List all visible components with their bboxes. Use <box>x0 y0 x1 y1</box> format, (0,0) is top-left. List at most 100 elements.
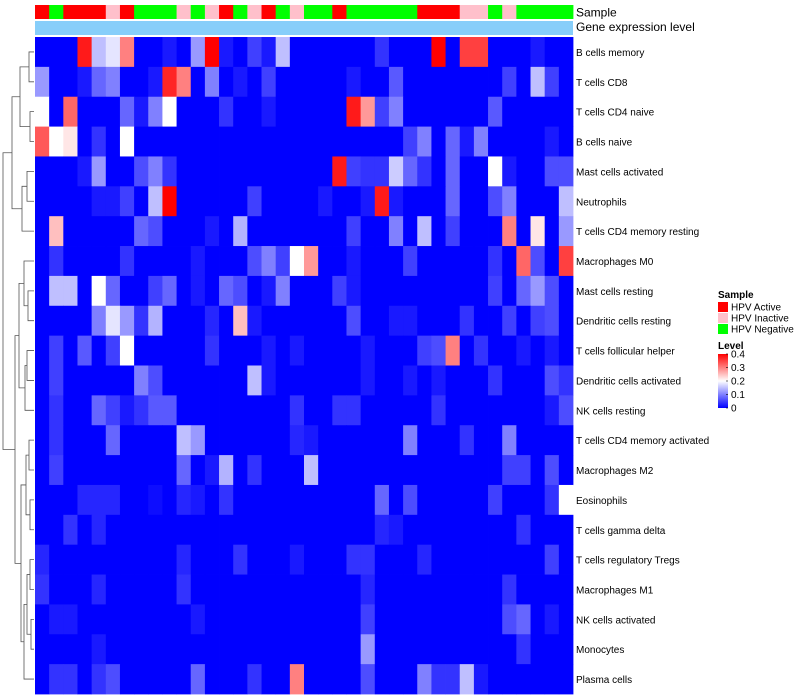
heatmap-cell <box>304 96 319 127</box>
heatmap-cell <box>473 96 489 127</box>
heatmap-cell <box>105 246 121 277</box>
heatmap-cell <box>374 305 390 337</box>
heatmap-cell <box>204 574 220 605</box>
heatmap-cell <box>63 634 78 665</box>
sample-annotation-cell <box>530 5 546 19</box>
heatmap-cell <box>49 186 64 217</box>
heatmap-cell <box>558 246 574 277</box>
heatmap-cell <box>35 186 50 217</box>
sample-track-label: Sample <box>576 6 617 20</box>
heatmap-cell <box>530 216 546 247</box>
heatmap-cell <box>403 664 418 695</box>
heatmap-cell <box>190 37 206 68</box>
heatmap-cell <box>346 634 362 665</box>
heatmap-cell <box>134 305 149 337</box>
heatmap-cell <box>346 37 362 68</box>
heatmap-cell <box>459 126 475 157</box>
heatmap-cell <box>289 514 305 546</box>
heatmap-cell <box>49 365 64 396</box>
heatmap-cell <box>35 455 50 486</box>
heatmap-cell <box>431 604 446 635</box>
heatmap-cell <box>204 126 220 157</box>
heatmap-cell <box>275 664 291 695</box>
heatmap-cell <box>502 305 517 337</box>
heatmap-cell <box>105 335 121 366</box>
heatmap-cell <box>403 425 418 456</box>
heatmap-cell <box>558 574 574 605</box>
row-label: T cells regulatory Tregs <box>576 556 680 567</box>
heatmap-cell <box>403 365 418 396</box>
heatmap-cell <box>77 395 93 426</box>
heatmap-cell <box>445 335 461 366</box>
heatmap-cell <box>516 305 531 337</box>
heatmap-cell <box>360 365 376 396</box>
heatmap-cell <box>289 275 305 307</box>
sample-annotation-cell <box>176 5 192 19</box>
heatmap-cell <box>473 66 489 98</box>
heatmap-cell <box>473 604 489 635</box>
sample-annotation-cell <box>544 5 560 19</box>
legend-tick-label: 0.3 <box>731 363 745 374</box>
heatmap-cell <box>544 365 560 396</box>
sample-annotation-cell <box>332 5 347 19</box>
heatmap-cell <box>530 365 546 396</box>
heatmap-cell <box>445 484 461 516</box>
heatmap-cell <box>403 604 418 635</box>
row-label: B cells memory <box>576 48 644 59</box>
heatmap-cell <box>190 664 206 695</box>
heatmap-cell <box>119 37 135 68</box>
heatmap-cell <box>275 246 291 277</box>
heatmap-cell <box>77 574 93 605</box>
heatmap-cell <box>530 126 546 157</box>
heatmap-cell <box>49 634 64 665</box>
heatmap-cell <box>91 156 107 187</box>
heatmap-cell <box>261 544 277 575</box>
heatmap-cell <box>35 395 50 426</box>
heatmap-cell <box>190 425 206 456</box>
heatmap-cell <box>516 365 531 396</box>
heatmap-cell <box>431 455 446 486</box>
heatmap-cell <box>134 246 149 277</box>
heatmap-cell <box>77 126 93 157</box>
heatmap-cell <box>134 634 149 665</box>
heatmap-cell <box>488 216 503 247</box>
heatmap-cell <box>134 604 149 635</box>
heatmap-cell <box>162 275 177 307</box>
heatmap-cell <box>176 395 192 426</box>
heatmap-cell <box>35 275 50 307</box>
dendrogram-branch <box>28 439 34 471</box>
heatmap-cell <box>558 216 574 247</box>
heatmap-cell <box>360 604 376 635</box>
heatmap-cell <box>374 216 390 247</box>
heatmap-cell <box>176 514 192 546</box>
heatmap-cell <box>261 395 277 426</box>
heatmap-cell <box>488 96 503 127</box>
heatmap-cell <box>318 96 333 127</box>
heatmap-cell <box>219 544 234 575</box>
heatmap-cell <box>516 484 531 516</box>
row-label: T cells CD4 memory activated <box>576 436 709 447</box>
heatmap-cell <box>289 574 305 605</box>
heatmap-cell <box>516 96 531 127</box>
heatmap-cell <box>77 514 93 546</box>
heatmap-cell <box>219 156 234 187</box>
heatmap-cell <box>502 634 517 665</box>
heatmap-cell <box>119 156 135 187</box>
heatmap-cell <box>459 664 475 695</box>
heatmap-cell <box>431 37 446 68</box>
heatmap-cell <box>488 455 503 486</box>
heatmap-cell <box>502 126 517 157</box>
sample-annotation-cell <box>190 5 206 19</box>
heatmap-cell <box>459 544 475 575</box>
heatmap-cell <box>558 604 574 635</box>
heatmap-cell <box>431 66 446 98</box>
heatmap-cell <box>77 305 93 337</box>
heatmap-cell <box>148 484 163 516</box>
heatmap-cell <box>91 216 107 247</box>
heatmap-cell <box>530 37 546 68</box>
heatmap-cell <box>289 126 305 157</box>
heatmap-cell <box>63 335 78 366</box>
heatmap-cell <box>289 484 305 516</box>
heatmap-cell <box>374 66 390 98</box>
heatmap-cell <box>275 634 291 665</box>
